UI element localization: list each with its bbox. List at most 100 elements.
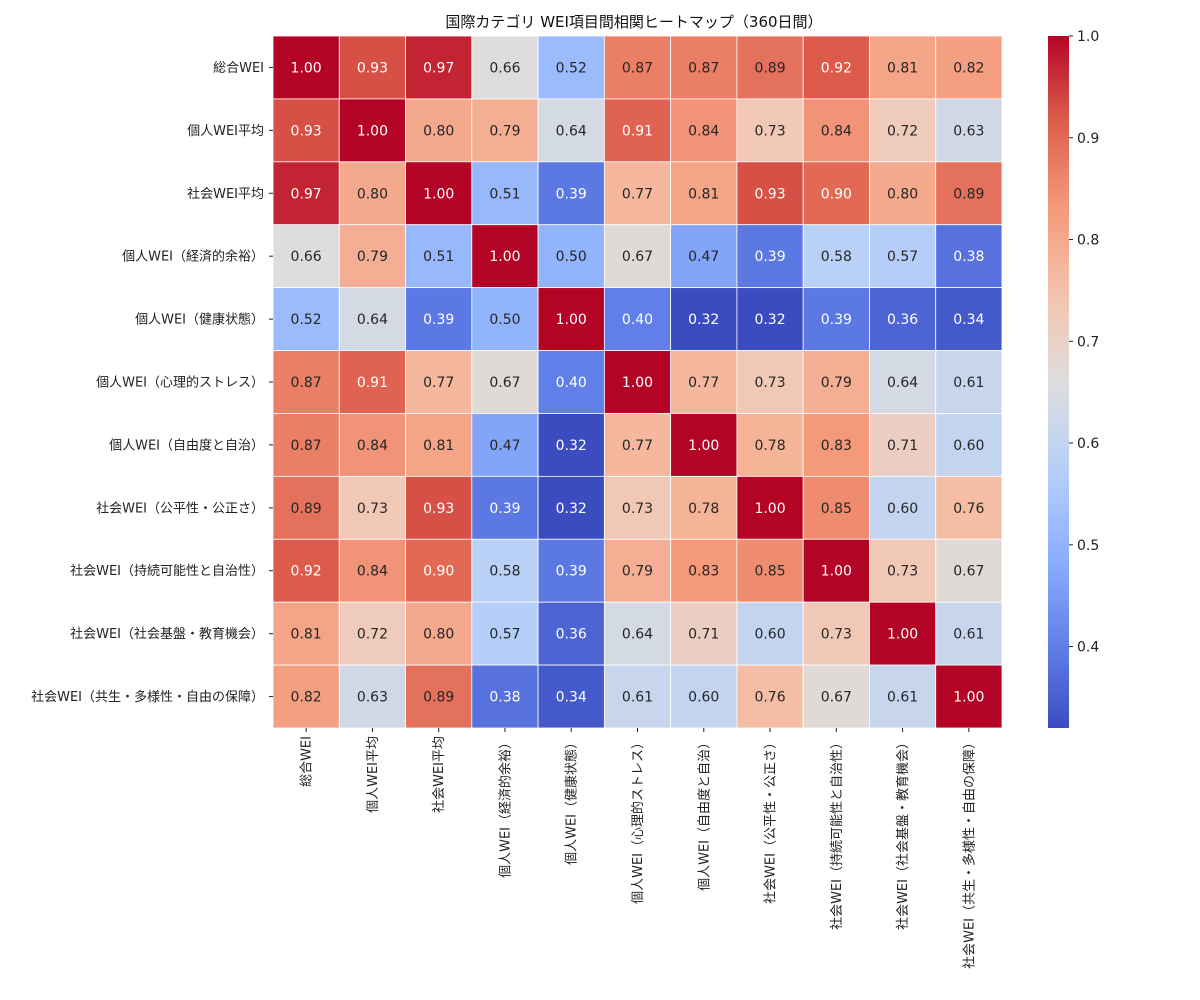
heatmap-cell-r6-c9 bbox=[869, 413, 937, 477]
cell-annotation-r1-c7: 0.73 bbox=[754, 123, 785, 139]
x-tick-label-6: 個人WEI（自由度と自治） bbox=[696, 736, 712, 891]
heatmap-cell-r10-c5 bbox=[603, 664, 672, 729]
heatmap-cell-r9-c0 bbox=[272, 601, 340, 666]
cell-annotation-r7-c5: 0.73 bbox=[622, 501, 653, 517]
heatmap-cell-r9-c7 bbox=[736, 601, 804, 666]
heatmap-cell-r3-c3 bbox=[471, 224, 539, 289]
heatmap-cell-r1-c1 bbox=[338, 98, 406, 163]
heatmap-cell-r4-c1 bbox=[338, 287, 406, 351]
cell-annotation-r6-c5: 0.77 bbox=[622, 438, 653, 454]
y-tick-label-0: 総合WEI bbox=[213, 61, 264, 76]
cell-annotation-r2-c7: 0.93 bbox=[754, 186, 785, 202]
cell-annotation-r8-c6: 0.83 bbox=[688, 564, 719, 580]
cell-annotation-r1-c4: 0.64 bbox=[556, 123, 587, 139]
heatmap-cell-r1-c2 bbox=[405, 98, 473, 163]
colorbar-tick-label-0: 0.4 bbox=[1077, 640, 1099, 656]
y-tick-label-7: 社会WEI（公平性・公正さ） bbox=[96, 500, 264, 516]
heatmap-cell-r2-c6 bbox=[670, 161, 738, 226]
heatmap-cell-r1-c8 bbox=[802, 98, 870, 163]
cell-annotation-r1-c2: 0.80 bbox=[423, 123, 454, 139]
heatmap-cell-r10-c10 bbox=[935, 664, 1003, 729]
y-tick-label-10: 社会WEI（共生・多様性・自由の保障） bbox=[31, 689, 264, 705]
heatmap-cell-r10-c4 bbox=[537, 664, 605, 729]
cell-annotation-r7-c1: 0.73 bbox=[357, 501, 388, 517]
heatmap-cell-r0-c2 bbox=[405, 35, 473, 100]
cell-annotation-r3-c8: 0.58 bbox=[821, 249, 852, 265]
cell-annotation-r0-c3: 0.66 bbox=[489, 60, 520, 76]
heatmap-cell-r4-c8 bbox=[802, 287, 870, 351]
heatmap-cell-r5-c3 bbox=[471, 350, 539, 414]
cell-annotation-r1-c6: 0.84 bbox=[688, 123, 719, 139]
heatmap-cell-r4-c9 bbox=[869, 287, 937, 351]
cell-annotation-r4-c1: 0.64 bbox=[357, 312, 388, 328]
cell-annotation-r6-c8: 0.83 bbox=[821, 438, 852, 454]
cell-annotation-r8-c4: 0.39 bbox=[556, 564, 587, 580]
heatmap-cell-r0-c4 bbox=[537, 35, 605, 100]
cell-annotation-r10-c0: 0.82 bbox=[291, 690, 322, 706]
heatmap-cell-r2-c2 bbox=[405, 161, 473, 226]
cell-annotation-r10-c8: 0.67 bbox=[821, 690, 852, 706]
heatmap-cell-r2-c5 bbox=[603, 161, 672, 226]
cell-annotation-r2-c5: 0.77 bbox=[622, 186, 653, 202]
cell-annotation-r9-c8: 0.73 bbox=[821, 627, 852, 643]
colorbar-tick-label-6: 1.0 bbox=[1077, 29, 1099, 45]
cell-annotation-r6-c9: 0.71 bbox=[887, 438, 918, 454]
heatmap-cell-r6-c5 bbox=[603, 413, 672, 477]
heatmap-cell-r9-c4 bbox=[537, 601, 605, 666]
cell-annotation-r7-c7: 1.00 bbox=[754, 501, 785, 517]
heatmap-cell-r6-c8 bbox=[802, 413, 870, 477]
cell-annotation-r0-c9: 0.81 bbox=[887, 60, 918, 76]
heatmap-cell-r1-c7 bbox=[736, 98, 804, 163]
heatmap-cell-r8-c0 bbox=[272, 538, 340, 603]
x-tick-label-3: 個人WEI（経済的余裕） bbox=[497, 736, 513, 878]
cell-annotation-r4-c6: 0.32 bbox=[688, 312, 719, 328]
x-tick-label-4: 個人WEI（健康状態） bbox=[564, 736, 580, 865]
y-tick-label-3: 個人WEI（経済的余裕） bbox=[122, 249, 264, 265]
cell-annotation-r7-c0: 0.89 bbox=[291, 501, 322, 517]
heatmap-cell-r7-c0 bbox=[272, 475, 340, 540]
cell-annotation-r9-c7: 0.60 bbox=[754, 627, 785, 643]
cell-annotation-r9-c6: 0.71 bbox=[688, 627, 719, 643]
heatmap-cell-r3-c6 bbox=[670, 224, 738, 289]
heatmap-cell-r6-c0 bbox=[272, 413, 340, 477]
heatmap-cell-r7-c9 bbox=[869, 475, 937, 540]
cell-annotation-r9-c10: 0.61 bbox=[953, 627, 984, 643]
heatmap-cell-r1-c6 bbox=[670, 98, 738, 163]
heatmap-cell-r7-c6 bbox=[670, 475, 738, 540]
heatmap-cell-r1-c0 bbox=[272, 98, 340, 163]
colorbar-tick-label-2: 0.6 bbox=[1077, 436, 1099, 452]
x-tick-label-7: 社会WEI（公平性・公正さ） bbox=[763, 736, 779, 904]
heatmap-cell-r9-c10 bbox=[935, 601, 1003, 666]
cell-annotation-r6-c3: 0.47 bbox=[489, 438, 520, 454]
cell-annotation-r0-c7: 0.89 bbox=[754, 60, 785, 76]
cell-annotation-r5-c6: 0.77 bbox=[688, 375, 719, 391]
x-tick-label-1: 個人WEI平均 bbox=[366, 736, 381, 813]
cell-annotation-r10-c3: 0.38 bbox=[489, 690, 520, 706]
cell-annotation-r7-c8: 0.85 bbox=[821, 501, 852, 517]
cell-annotation-r6-c4: 0.32 bbox=[556, 438, 587, 454]
cell-annotation-r5-c10: 0.61 bbox=[953, 375, 984, 391]
heatmap-cell-r4-c10 bbox=[935, 287, 1003, 351]
heatmap-cell-r0-c10 bbox=[935, 35, 1003, 100]
cell-annotation-r7-c9: 0.60 bbox=[887, 501, 918, 517]
heatmap-cell-r0-c9 bbox=[869, 35, 937, 100]
heatmap-cell-r3-c5 bbox=[603, 224, 672, 289]
heatmap-cell-r2-c0 bbox=[272, 161, 340, 226]
heatmap-cell-r9-c5 bbox=[603, 601, 672, 666]
cell-annotation-r9-c2: 0.80 bbox=[423, 627, 454, 643]
cell-annotation-r9-c4: 0.36 bbox=[556, 627, 587, 643]
cell-annotation-r6-c6: 1.00 bbox=[688, 438, 719, 454]
heatmap-cell-r7-c1 bbox=[338, 475, 406, 540]
cell-annotation-r4-c0: 0.52 bbox=[291, 312, 322, 328]
cell-annotation-r3-c5: 0.67 bbox=[622, 249, 653, 265]
heatmap-cell-r10-c2 bbox=[405, 664, 473, 729]
x-tick-label-10: 社会WEI（共生・多様性・自由の保障） bbox=[961, 736, 977, 969]
heatmap-cell-r4-c5 bbox=[603, 287, 672, 351]
y-tick-label-2: 社会WEI平均 bbox=[187, 186, 264, 202]
cell-annotation-r2-c4: 0.39 bbox=[556, 186, 587, 202]
colorbar-tick-label-4: 0.8 bbox=[1077, 233, 1099, 249]
colorbar: 0.4 0.5 0.6 0.7 0.8 0.9 1.0 bbox=[1048, 29, 1099, 728]
heatmap-cell-r10-c1 bbox=[338, 664, 406, 729]
cell-annotation-r7-c3: 0.39 bbox=[489, 501, 520, 517]
